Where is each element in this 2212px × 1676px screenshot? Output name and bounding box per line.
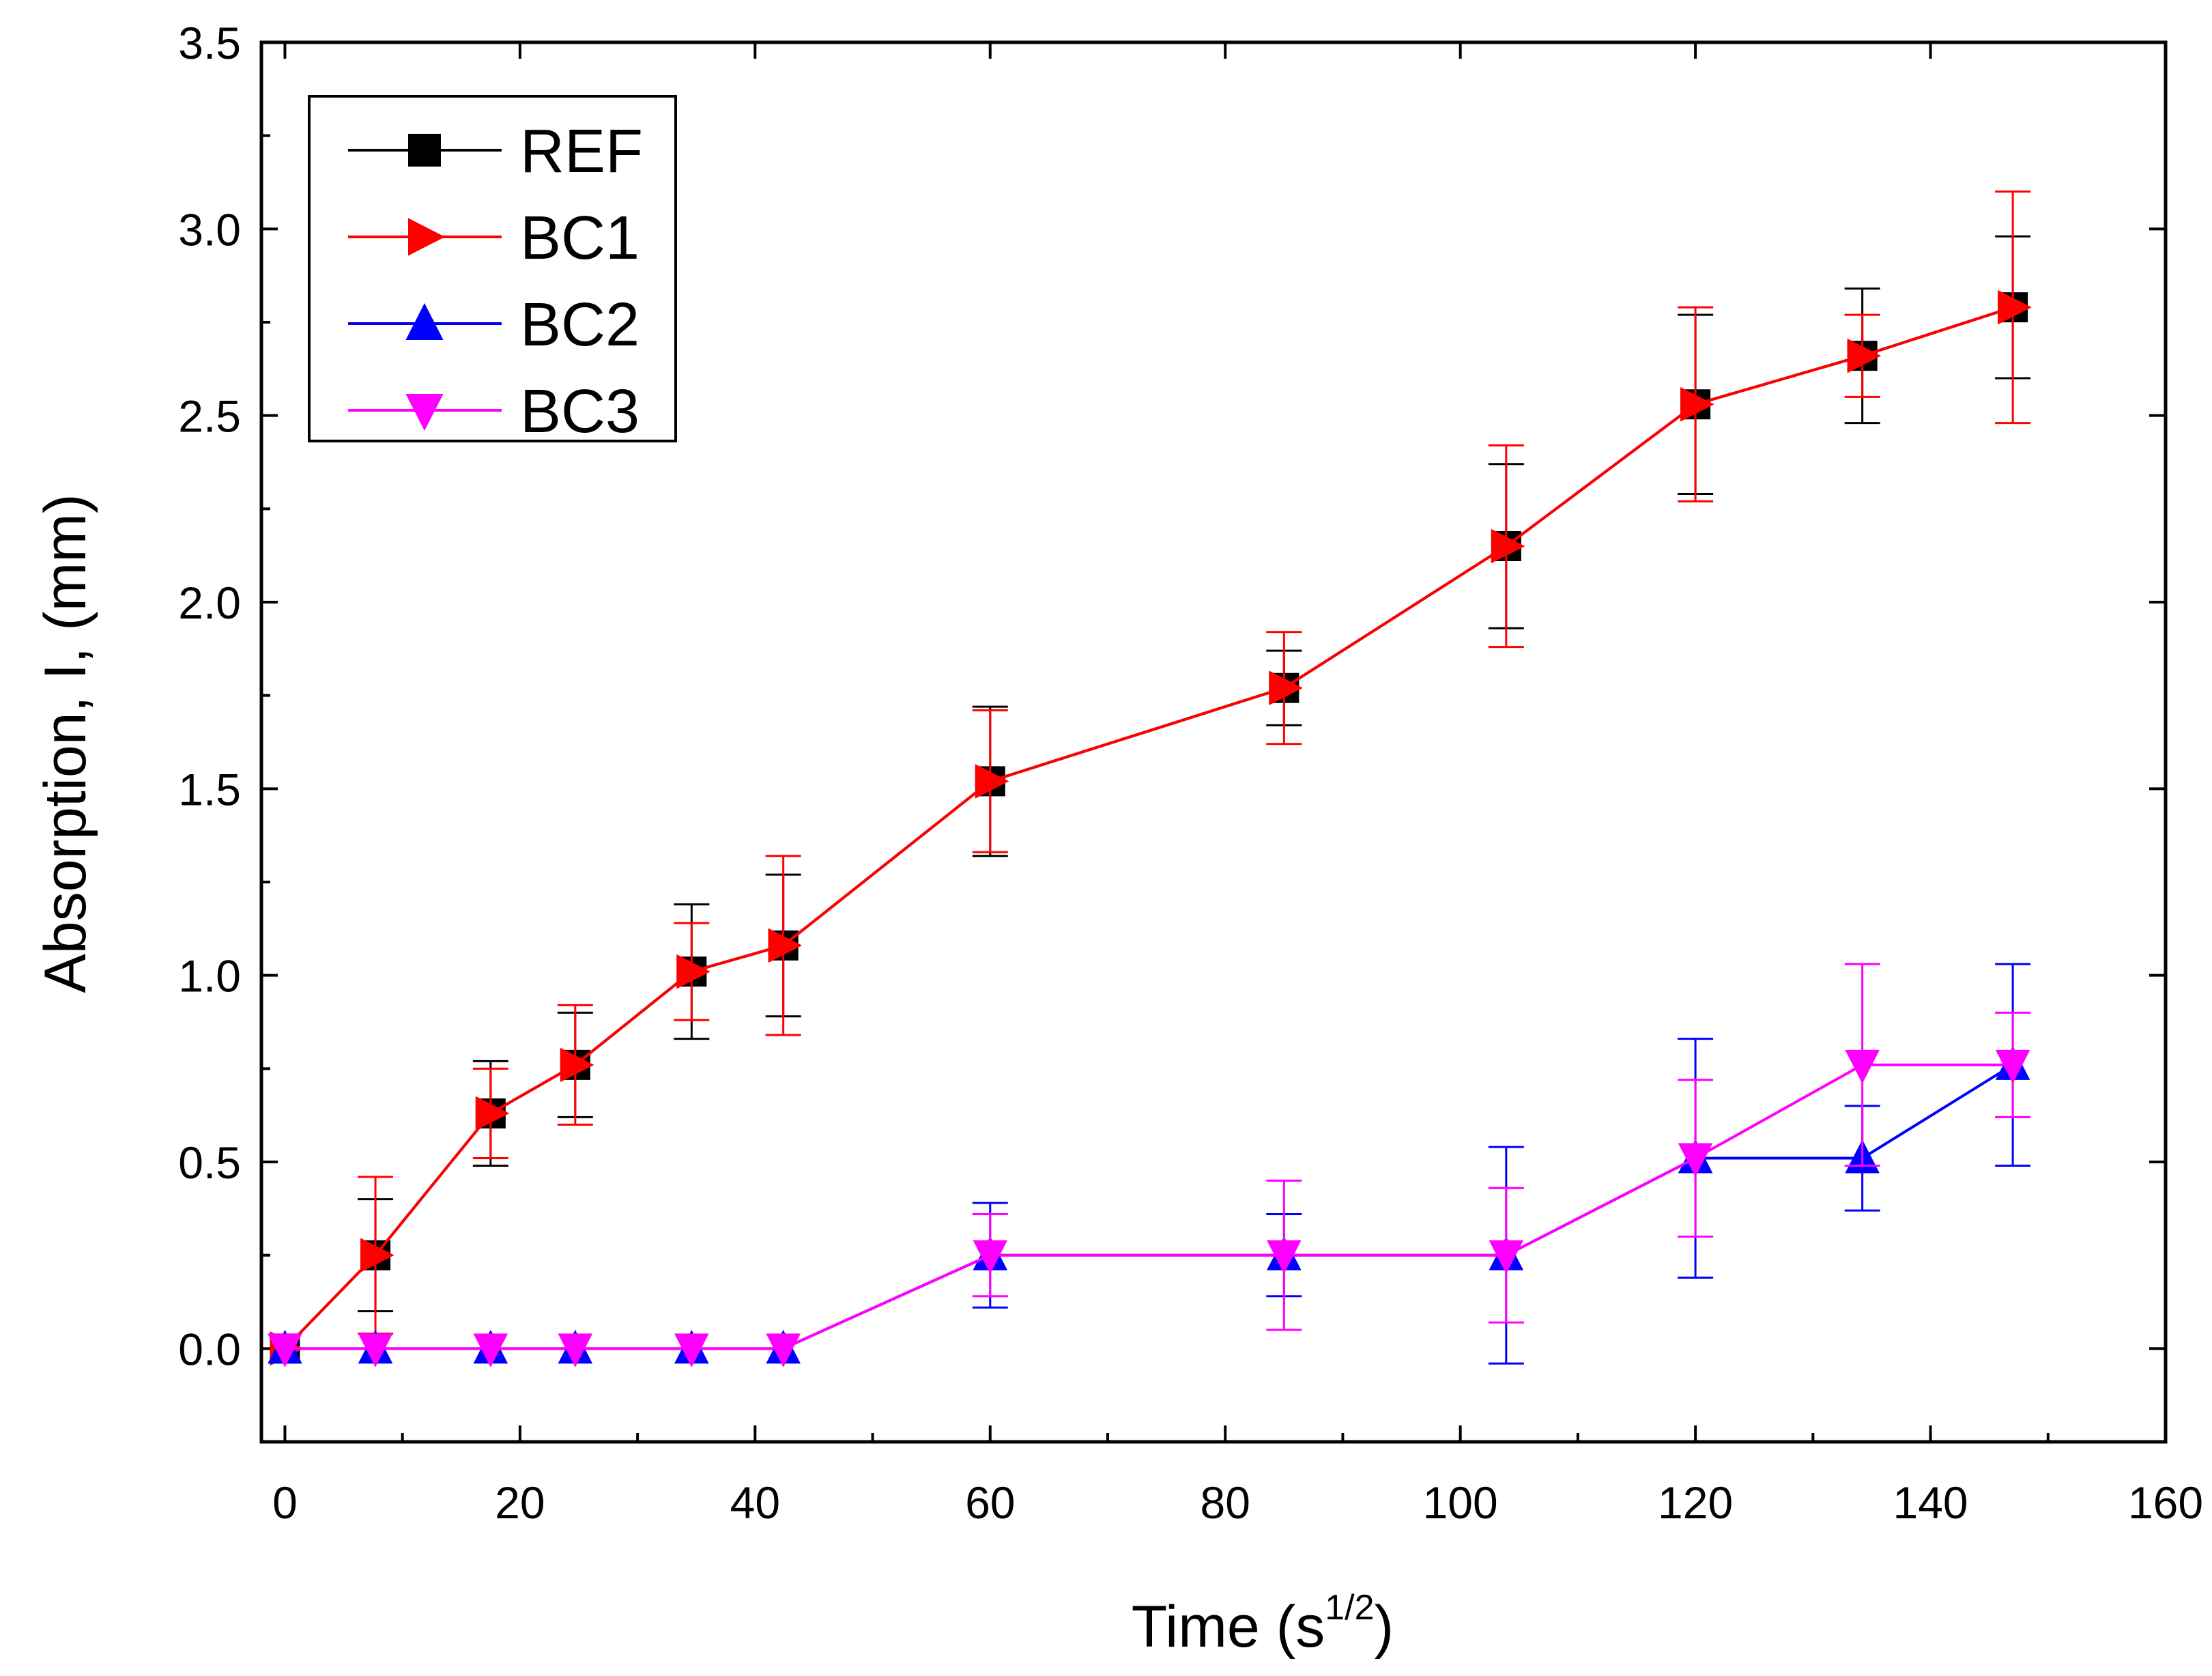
data-point — [473, 1333, 508, 1367]
series-line — [285, 1063, 2013, 1350]
x-tick-label: 160 — [2128, 1477, 2203, 1528]
plot-frame — [259, 40, 2168, 1444]
data-point — [558, 1333, 593, 1367]
y-tick-label: 3.0 — [178, 204, 241, 255]
data-point — [674, 1333, 709, 1367]
x-axis-label-sup: 1/2 — [1325, 1588, 1374, 1628]
data-point — [1678, 1143, 1713, 1178]
x-tick-label: 40 — [730, 1477, 780, 1528]
x-tick-label: 0 — [272, 1477, 298, 1528]
y-tick-label: 1.0 — [178, 951, 241, 1002]
data-point — [1491, 528, 1525, 564]
x-tick-label: 20 — [495, 1477, 545, 1528]
data-point — [360, 1238, 394, 1273]
data-point — [1847, 338, 1882, 373]
legend-entry-bc3: BC3 — [348, 378, 640, 446]
x-tick-label: 120 — [1658, 1477, 1733, 1528]
y-tick-label: 1.5 — [178, 764, 241, 814]
data-point — [560, 1047, 594, 1083]
y-tick-label: 3.5 — [178, 18, 241, 68]
legend-entry-ref: REF — [348, 117, 643, 186]
y-axis: 0.0 0.5 1.0 1.5 2.0 2.5 3.0 3.5 — [178, 18, 2166, 1374]
legend-marker — [408, 134, 441, 167]
data-point — [1267, 1240, 1302, 1275]
data-point — [268, 1333, 302, 1367]
legend-marker — [405, 394, 444, 431]
data-point — [676, 954, 710, 989]
y-tick-label: 0.0 — [178, 1324, 241, 1374]
data-point — [1845, 1049, 1880, 1084]
series-line — [285, 1064, 2014, 1350]
x-tick-label: 100 — [1423, 1477, 1498, 1528]
y-tick-label: 2.5 — [178, 391, 241, 442]
legend-entry-bc2: BC2 — [348, 291, 640, 359]
data-point — [358, 1333, 393, 1367]
data-point — [975, 764, 1009, 799]
legend-label: BC1 — [520, 204, 640, 272]
data-point — [475, 1096, 510, 1131]
y-tick-label: 0.5 — [178, 1137, 241, 1188]
data-point — [1269, 670, 1303, 706]
x-axis-label: Time (s1/2) — [1132, 1588, 1394, 1660]
legend-label: REF — [520, 117, 643, 186]
series-bc2 — [268, 963, 2031, 1365]
legend-label: BC2 — [520, 291, 640, 359]
y-axis-label: Absorption, I, (mm) — [33, 494, 98, 993]
series-layer — [268, 190, 2032, 1367]
series-bc3 — [268, 963, 2031, 1367]
y-tick-label: 2.0 — [178, 578, 241, 628]
x-axis-label-suffix: ) — [1375, 1594, 1394, 1660]
series-line — [284, 306, 2013, 1350]
x-axis: 0 20 40 60 80 100 120 140 160 — [272, 42, 2203, 1528]
legend-box — [308, 95, 677, 442]
legend-entry-bc1: BC1 — [348, 204, 640, 272]
x-axis-label-main: Time (s — [1132, 1594, 1325, 1660]
data-point — [766, 1333, 801, 1367]
legend-marker — [405, 303, 444, 340]
data-point — [768, 928, 803, 963]
data-point — [973, 1240, 1008, 1275]
legend-marker — [408, 218, 445, 256]
data-point — [1680, 386, 1714, 422]
x-tick-label: 140 — [1893, 1477, 1968, 1528]
series-line — [284, 306, 2013, 1350]
x-tick-label: 80 — [1201, 1477, 1250, 1528]
data-point — [1995, 1049, 2030, 1084]
legend-label: BC3 — [520, 378, 640, 446]
legend: REF BC1 BC2 BC3 — [308, 95, 677, 446]
x-tick-label: 60 — [965, 1477, 1015, 1528]
series-bc1 — [270, 190, 2032, 1366]
data-point — [1489, 1240, 1524, 1275]
data-point — [1998, 289, 2032, 325]
